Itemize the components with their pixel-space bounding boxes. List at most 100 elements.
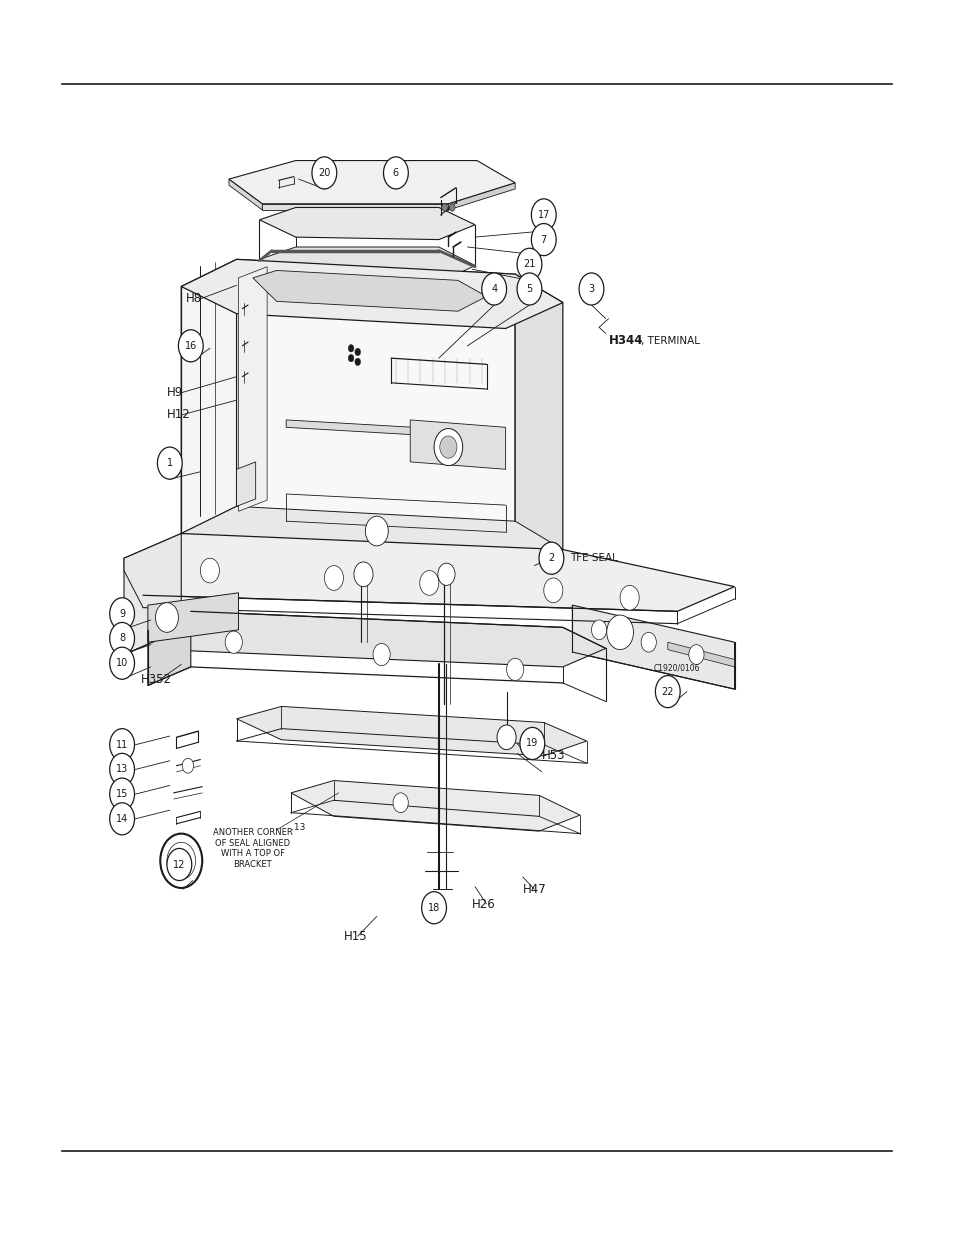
Text: 7: 7 xyxy=(540,235,546,245)
Text: H15: H15 xyxy=(343,930,367,942)
Circle shape xyxy=(434,429,462,466)
Circle shape xyxy=(506,658,523,680)
Text: H26: H26 xyxy=(472,898,496,910)
Polygon shape xyxy=(181,259,236,534)
Circle shape xyxy=(517,248,541,280)
Circle shape xyxy=(538,542,563,574)
Circle shape xyxy=(110,753,134,785)
Polygon shape xyxy=(148,593,238,642)
Text: 1: 1 xyxy=(167,458,172,468)
Text: 22: 22 xyxy=(660,687,674,697)
Polygon shape xyxy=(179,506,562,576)
Circle shape xyxy=(182,758,193,773)
Text: , TERMINAL: , TERMINAL xyxy=(640,336,700,346)
Circle shape xyxy=(178,330,203,362)
Polygon shape xyxy=(236,259,515,531)
Polygon shape xyxy=(148,611,605,667)
Circle shape xyxy=(365,516,388,546)
Polygon shape xyxy=(259,247,475,283)
Polygon shape xyxy=(667,642,734,667)
Polygon shape xyxy=(410,420,505,469)
Text: 10: 10 xyxy=(116,658,128,668)
Circle shape xyxy=(110,598,134,630)
Text: 5: 5 xyxy=(526,284,532,294)
Text: H47: H47 xyxy=(522,883,546,895)
Circle shape xyxy=(531,224,556,256)
Circle shape xyxy=(578,273,603,305)
Text: 18: 18 xyxy=(428,903,439,913)
Text: H352: H352 xyxy=(141,673,172,685)
Text: H8: H8 xyxy=(186,293,202,305)
Polygon shape xyxy=(148,611,191,685)
Circle shape xyxy=(437,563,455,585)
Circle shape xyxy=(167,842,195,879)
Circle shape xyxy=(354,562,373,587)
Text: 12: 12 xyxy=(173,860,185,869)
Circle shape xyxy=(519,727,544,760)
Polygon shape xyxy=(236,462,255,506)
Circle shape xyxy=(373,643,390,666)
Circle shape xyxy=(419,571,438,595)
Polygon shape xyxy=(181,259,562,329)
Circle shape xyxy=(157,447,182,479)
Text: H53: H53 xyxy=(541,750,565,762)
Polygon shape xyxy=(124,534,734,611)
Circle shape xyxy=(110,778,134,810)
Circle shape xyxy=(543,578,562,603)
Text: 9: 9 xyxy=(119,609,125,619)
Circle shape xyxy=(606,615,633,650)
Circle shape xyxy=(481,273,506,305)
Text: 13: 13 xyxy=(116,764,128,774)
Text: 21: 21 xyxy=(523,259,535,269)
Circle shape xyxy=(441,204,447,211)
Circle shape xyxy=(348,354,354,362)
Text: 20: 20 xyxy=(318,168,330,178)
Polygon shape xyxy=(286,420,476,438)
Polygon shape xyxy=(236,706,586,756)
Polygon shape xyxy=(259,207,475,240)
Polygon shape xyxy=(515,274,562,558)
Polygon shape xyxy=(253,270,486,311)
Text: 16: 16 xyxy=(185,341,196,351)
Text: 2: 2 xyxy=(548,553,554,563)
Circle shape xyxy=(531,199,556,231)
Text: C1920/0106: C1920/0106 xyxy=(653,663,700,673)
Text: 15: 15 xyxy=(116,789,128,799)
Circle shape xyxy=(110,729,134,761)
Circle shape xyxy=(355,358,360,366)
Circle shape xyxy=(383,157,408,189)
Text: 11: 11 xyxy=(116,740,128,750)
Text: 3: 3 xyxy=(588,284,594,294)
Text: ANOTHER CORNER
OF SEAL ALIGNED
WITH A TOP OF
BRACKET: ANOTHER CORNER OF SEAL ALIGNED WITH A TO… xyxy=(213,829,293,868)
Polygon shape xyxy=(291,781,579,831)
Circle shape xyxy=(449,204,455,211)
Circle shape xyxy=(324,566,343,590)
Text: 6: 6 xyxy=(393,168,398,178)
Text: 4: 4 xyxy=(491,284,497,294)
Circle shape xyxy=(225,631,242,653)
Polygon shape xyxy=(124,534,181,655)
Circle shape xyxy=(110,622,134,655)
Circle shape xyxy=(655,676,679,708)
Circle shape xyxy=(619,585,639,610)
Polygon shape xyxy=(124,558,143,608)
Text: TFE SEAL: TFE SEAL xyxy=(570,553,618,563)
Circle shape xyxy=(688,645,703,664)
Circle shape xyxy=(110,803,134,835)
Polygon shape xyxy=(229,179,262,210)
Circle shape xyxy=(312,157,336,189)
Circle shape xyxy=(167,848,192,881)
Circle shape xyxy=(355,348,360,356)
Text: 17: 17 xyxy=(537,210,549,220)
Text: H12: H12 xyxy=(167,409,191,421)
Circle shape xyxy=(439,436,456,458)
Polygon shape xyxy=(238,267,267,511)
Polygon shape xyxy=(229,161,515,204)
Circle shape xyxy=(517,273,541,305)
Circle shape xyxy=(393,793,408,813)
Polygon shape xyxy=(262,204,448,210)
Text: H9: H9 xyxy=(167,387,183,399)
Text: .13: .13 xyxy=(291,823,305,832)
Polygon shape xyxy=(572,605,734,689)
Circle shape xyxy=(200,558,219,583)
